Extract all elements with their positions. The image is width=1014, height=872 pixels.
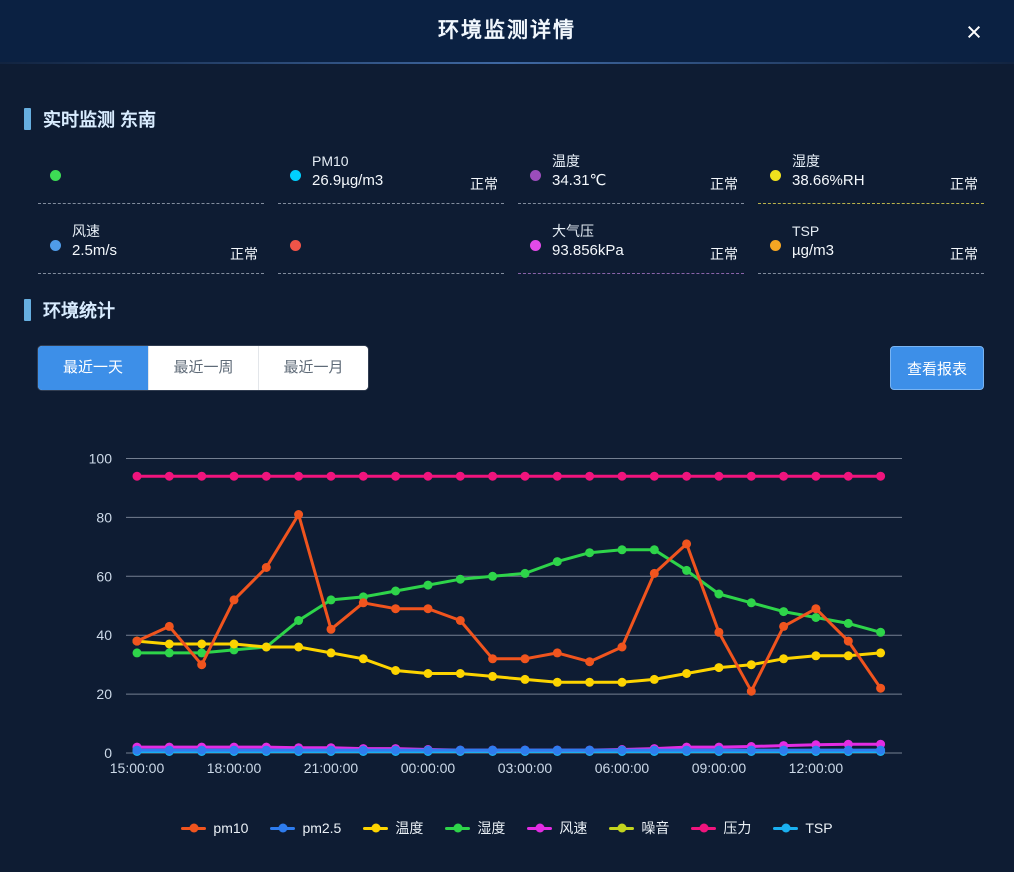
- sensor-status-dot: [530, 170, 541, 181]
- sensor-label: 风速: [72, 223, 100, 239]
- legend-item-pm10[interactable]: pm10: [181, 818, 248, 838]
- legend-label: TSP: [805, 820, 833, 836]
- sensor-status-dot: [770, 240, 781, 251]
- legend-item-温度[interactable]: 温度: [363, 818, 423, 838]
- svg-text:06:00:00: 06:00:00: [595, 760, 650, 776]
- legend-marker-icon: [691, 823, 717, 833]
- sensor-status-text: 正常: [710, 246, 738, 262]
- legend-label: pm10: [213, 820, 249, 836]
- sensor-value: 2.5m/s: [72, 242, 118, 259]
- header-divider: [0, 62, 1014, 64]
- legend-item-压力[interactable]: 压力: [691, 818, 751, 838]
- legend-item-湿度[interactable]: 湿度: [445, 818, 505, 838]
- legend-item-风速[interactable]: 风速: [527, 818, 587, 838]
- legend-item-TSP[interactable]: TSP: [773, 818, 833, 838]
- modal-header: 环境监测详情 ×: [0, 0, 1014, 62]
- sensor-value: 26.9µg/m3: [312, 172, 384, 189]
- sensor-card-temperature: 温度 34.31℃ 正常: [518, 150, 744, 204]
- realtime-section-title: 实时监测 东南: [24, 106, 156, 132]
- sensor-status-dot: [50, 240, 61, 251]
- legend-item-噪音[interactable]: 噪音: [609, 818, 669, 838]
- legend-label: 噪音: [641, 820, 670, 836]
- sensor-status-dot: [290, 240, 301, 251]
- svg-text:03:00:00: 03:00:00: [498, 760, 553, 776]
- legend-marker-icon: [773, 823, 799, 833]
- sensor-value: 93.856kPa: [552, 242, 624, 259]
- legend-marker-icon: [609, 823, 635, 833]
- sensor-value: 38.66%RH: [792, 172, 865, 189]
- legend-item-pm2.5[interactable]: pm2.5: [270, 818, 341, 838]
- chart-legend: pm10 pm2.5 温度 湿度 风速 噪音 压力 TSP: [0, 818, 1014, 838]
- modal-title: 环境监测详情: [438, 19, 576, 42]
- tab-time-range-1[interactable]: 最近一周: [148, 346, 258, 390]
- sensor-card-tsp: TSP µg/m3 正常: [758, 220, 984, 274]
- svg-text:21:00:00: 21:00:00: [304, 760, 359, 776]
- sensor-status-dot: [530, 240, 541, 251]
- legend-marker-icon: [181, 823, 207, 833]
- legend-label: 湿度: [477, 820, 506, 836]
- legend-label: pm2.5: [302, 820, 342, 836]
- legend-marker-icon: [270, 823, 296, 833]
- svg-text:09:00:00: 09:00:00: [692, 760, 747, 776]
- svg-text:40: 40: [96, 627, 112, 643]
- sensor-status-text: 正常: [710, 176, 738, 192]
- svg-text:0: 0: [104, 745, 112, 761]
- svg-text:12:00:00: 12:00:00: [789, 760, 844, 776]
- section-accent-bar: [24, 299, 31, 321]
- sensor-label: TSP: [792, 223, 820, 239]
- sensor-value: µg/m3: [792, 242, 834, 259]
- legend-marker-icon: [527, 823, 553, 833]
- legend-label: 温度: [395, 820, 424, 836]
- sensor-status-dot: [290, 170, 301, 181]
- sensor-status-text: 正常: [950, 246, 978, 262]
- svg-text:100: 100: [89, 451, 113, 467]
- sensor-card-pm10: PM10 26.9µg/m3 正常: [278, 150, 504, 204]
- svg-text:00:00:00: 00:00:00: [401, 760, 456, 776]
- tab-time-range-0[interactable]: 最近一天: [38, 346, 148, 390]
- sensor-card-humidity: 湿度 38.66%RH 正常: [758, 150, 984, 204]
- svg-text:60: 60: [96, 568, 112, 584]
- sensor-grid: PM10 26.9µg/m3 正常 温度 34.31℃ 正常 湿度 38.66%RH 正常 风速 2…: [38, 150, 984, 274]
- environment-stats-chart[interactable]: 0 20 40 60 80 100 15:00:00 18:00:00 21:00:00 00:0…: [0, 430, 1014, 795]
- close-icon: ×: [966, 17, 982, 47]
- sensor-card-unknown-red: [278, 220, 504, 274]
- legend-marker-icon: [363, 823, 389, 833]
- close-button[interactable]: ×: [956, 14, 992, 50]
- sensor-label: 湿度: [792, 153, 820, 169]
- legend-marker-icon: [445, 823, 471, 833]
- stats-section-title: 环境统计: [24, 297, 115, 323]
- realtime-section-label: 实时监测 东南: [43, 110, 157, 130]
- svg-text:80: 80: [96, 509, 112, 525]
- sensor-label: 温度: [552, 153, 580, 169]
- sensor-label: PM10: [312, 153, 349, 169]
- sensor-status-dot: [50, 170, 61, 181]
- section-accent-bar: [24, 108, 31, 130]
- stats-section-label: 环境统计: [43, 301, 115, 321]
- time-range-tabs: 最近一天 最近一周 最近一月: [38, 346, 368, 390]
- svg-text:15:00:00: 15:00:00: [110, 760, 165, 776]
- sensor-status-text: 正常: [230, 246, 258, 262]
- stats-toolbar: 最近一天 最近一周 最近一月 查看报表: [38, 346, 984, 390]
- svg-text:18:00:00: 18:00:00: [207, 760, 262, 776]
- sensor-card-air-pressure: 大气压 93.856kPa 正常: [518, 220, 744, 274]
- legend-label: 风速: [559, 820, 588, 836]
- sensor-status-text: 正常: [950, 176, 978, 192]
- sensor-value: 34.31℃: [552, 172, 607, 189]
- sensor-status-text: 正常: [470, 176, 498, 192]
- sensor-status-dot: [770, 170, 781, 181]
- sensor-card-wind-speed: 风速 2.5m/s 正常: [38, 220, 264, 274]
- sensor-card-unknown-green: [38, 150, 264, 204]
- view-report-button[interactable]: 查看报表: [890, 346, 984, 390]
- tab-time-range-2[interactable]: 最近一月: [258, 346, 368, 390]
- sensor-label: 大气压: [552, 223, 594, 239]
- legend-label: 压力: [723, 820, 752, 836]
- svg-text:20: 20: [96, 686, 112, 702]
